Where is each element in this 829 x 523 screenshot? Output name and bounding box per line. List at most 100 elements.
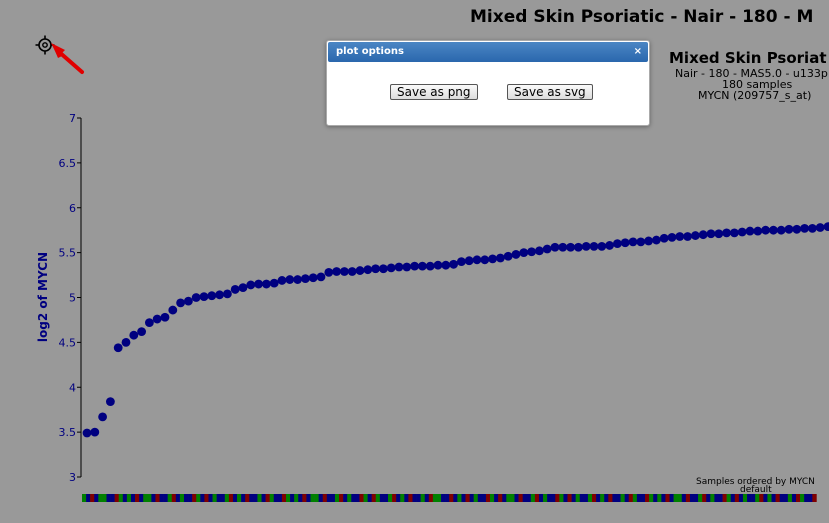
data-point bbox=[152, 314, 162, 324]
colorbar-segment bbox=[571, 494, 576, 502]
colorbar-segment bbox=[547, 494, 552, 502]
colorbar-segment bbox=[200, 494, 205, 502]
colorbar-segment bbox=[114, 494, 120, 502]
y-tick-label: 3.5 bbox=[59, 426, 77, 439]
colorbar-segment bbox=[755, 494, 760, 502]
data-point bbox=[277, 276, 287, 285]
colorbar-segment bbox=[592, 494, 597, 502]
colorbar-segment bbox=[526, 494, 532, 502]
colorbar-segment bbox=[665, 494, 670, 502]
data-point bbox=[776, 225, 786, 235]
colorbar-segment bbox=[775, 494, 780, 502]
data-point bbox=[347, 267, 357, 276]
colorbar-segment bbox=[763, 494, 768, 502]
data-point bbox=[550, 242, 560, 252]
data-point bbox=[698, 230, 708, 240]
colorbar-segment bbox=[457, 494, 462, 502]
colorbar-segment bbox=[714, 494, 719, 502]
data-point bbox=[145, 318, 154, 328]
close-icon[interactable]: × bbox=[633, 46, 642, 57]
y-tick-label: 3 bbox=[69, 471, 76, 484]
data-point bbox=[769, 225, 778, 235]
colorbar-segment bbox=[192, 494, 197, 502]
colorbar-segment bbox=[245, 494, 250, 502]
data-point bbox=[262, 279, 271, 289]
colorbar-segment bbox=[726, 494, 732, 502]
colorbar-segment bbox=[579, 494, 585, 502]
colorbar-segment bbox=[804, 494, 809, 502]
colorbar-segment bbox=[220, 494, 226, 502]
data-point bbox=[137, 327, 147, 337]
colorbar-segment bbox=[596, 494, 601, 502]
data-point bbox=[667, 232, 677, 242]
colorbar-segment bbox=[522, 494, 528, 502]
colorbar-segment bbox=[179, 494, 185, 502]
colorbar-segment bbox=[543, 494, 548, 502]
data-point bbox=[238, 283, 248, 293]
colorbar-segment bbox=[734, 494, 740, 502]
data-point bbox=[730, 228, 739, 238]
y-tick-label: 6 bbox=[69, 202, 76, 215]
colorbar-segment bbox=[694, 494, 699, 502]
gear-icon[interactable] bbox=[35, 35, 55, 55]
colorbar-segment bbox=[188, 494, 193, 502]
data-point bbox=[496, 253, 505, 263]
colorbar-segment bbox=[355, 494, 360, 502]
plot-options-dialog: plot options × Save as png Save as svg bbox=[326, 40, 650, 126]
plot-subtitle-dataset: Nair - 180 - MAS5.0 - u133p bbox=[675, 67, 828, 80]
colorbar-segment bbox=[681, 494, 687, 502]
colorbar-segment bbox=[698, 494, 703, 502]
data-point bbox=[808, 223, 817, 233]
page-title: Mixed Skin Psoriatic - Nair - 180 - M bbox=[470, 7, 814, 27]
data-point bbox=[542, 244, 552, 254]
data-point bbox=[386, 263, 396, 273]
colorbar-segment bbox=[306, 494, 311, 502]
colorbar-segment bbox=[130, 494, 136, 502]
colorbar-segment bbox=[286, 494, 291, 502]
y-tick-label: 5.5 bbox=[59, 247, 77, 260]
colorbar-segment bbox=[383, 494, 389, 502]
data-point bbox=[722, 228, 731, 238]
data-point bbox=[792, 224, 802, 234]
colorbar-segment bbox=[604, 494, 609, 502]
data-point bbox=[480, 255, 490, 265]
colorbar-segment bbox=[388, 494, 393, 502]
data-point bbox=[160, 312, 170, 322]
data-point bbox=[823, 222, 829, 231]
data-point bbox=[457, 257, 466, 266]
data-point bbox=[308, 273, 318, 283]
y-tick-label: 4.5 bbox=[59, 336, 77, 349]
colorbar-segment bbox=[302, 494, 307, 502]
colorbar-segment bbox=[812, 494, 817, 502]
colorbar-segment bbox=[616, 494, 621, 502]
save-png-button[interactable]: Save as png bbox=[390, 84, 478, 100]
colorbar-segment bbox=[751, 494, 756, 502]
colorbar-segment bbox=[184, 494, 189, 502]
data-point bbox=[597, 241, 607, 251]
colorbar-segment bbox=[167, 494, 173, 502]
colorbar-segment bbox=[661, 494, 666, 502]
colorbar-segment bbox=[147, 494, 152, 502]
data-point bbox=[691, 231, 700, 240]
data-point bbox=[332, 267, 341, 276]
data-point bbox=[659, 233, 669, 243]
dialog-header[interactable]: plot options × bbox=[328, 42, 648, 62]
data-point bbox=[316, 272, 326, 282]
colorbar-segment bbox=[473, 494, 479, 502]
data-point bbox=[199, 292, 209, 302]
data-point bbox=[675, 232, 685, 241]
colorbar-segment bbox=[494, 494, 499, 502]
data-point bbox=[488, 254, 497, 264]
save-svg-button[interactable]: Save as svg bbox=[507, 84, 593, 100]
colorbar-segment bbox=[196, 494, 201, 502]
colorbar-segment bbox=[228, 494, 234, 502]
colorbar-segment bbox=[294, 494, 299, 502]
colorbar-segment bbox=[232, 494, 238, 502]
colorbar-segment bbox=[518, 494, 523, 502]
colorbar-segment bbox=[339, 494, 344, 502]
colorbar-segment bbox=[469, 494, 474, 502]
colorbar-segment bbox=[649, 494, 654, 502]
colorbar-segment bbox=[379, 494, 385, 502]
colorbar-segment bbox=[706, 494, 711, 502]
data-point bbox=[566, 242, 575, 252]
